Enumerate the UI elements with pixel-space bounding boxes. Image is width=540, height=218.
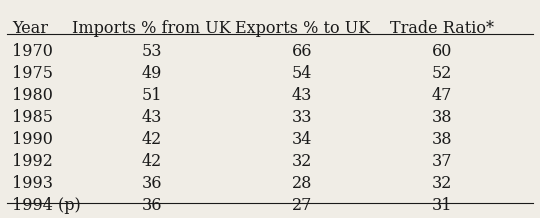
Text: 38: 38 xyxy=(431,131,452,148)
Text: 38: 38 xyxy=(431,109,452,126)
Text: 37: 37 xyxy=(431,153,452,170)
Text: 52: 52 xyxy=(431,65,452,82)
Text: 1985: 1985 xyxy=(12,109,53,126)
Text: 33: 33 xyxy=(292,109,313,126)
Text: 51: 51 xyxy=(141,87,162,104)
Text: Imports % from UK: Imports % from UK xyxy=(72,20,231,37)
Text: 60: 60 xyxy=(431,43,452,60)
Text: 28: 28 xyxy=(292,175,313,192)
Text: 43: 43 xyxy=(141,109,162,126)
Text: Trade Ratio*: Trade Ratio* xyxy=(390,20,494,37)
Text: 66: 66 xyxy=(292,43,313,60)
Text: 1980: 1980 xyxy=(12,87,53,104)
Text: 34: 34 xyxy=(292,131,313,148)
Text: 36: 36 xyxy=(141,175,162,192)
Text: 53: 53 xyxy=(141,43,162,60)
Text: 32: 32 xyxy=(431,175,452,192)
Text: 43: 43 xyxy=(292,87,313,104)
Text: 54: 54 xyxy=(292,65,313,82)
Text: Exports % to UK: Exports % to UK xyxy=(234,20,370,37)
Text: 32: 32 xyxy=(292,153,313,170)
Text: 27: 27 xyxy=(292,197,313,214)
Text: 47: 47 xyxy=(431,87,452,104)
Text: 1970: 1970 xyxy=(12,43,53,60)
Text: 1975: 1975 xyxy=(12,65,53,82)
Text: 49: 49 xyxy=(141,65,162,82)
Text: 31: 31 xyxy=(431,197,452,214)
Text: 1990: 1990 xyxy=(12,131,53,148)
Text: 42: 42 xyxy=(141,131,162,148)
Text: Year: Year xyxy=(12,20,48,37)
Text: 1994 (p): 1994 (p) xyxy=(12,197,81,214)
Text: 36: 36 xyxy=(141,197,162,214)
Text: 1992: 1992 xyxy=(12,153,53,170)
Text: 42: 42 xyxy=(141,153,162,170)
Text: 1993: 1993 xyxy=(12,175,53,192)
